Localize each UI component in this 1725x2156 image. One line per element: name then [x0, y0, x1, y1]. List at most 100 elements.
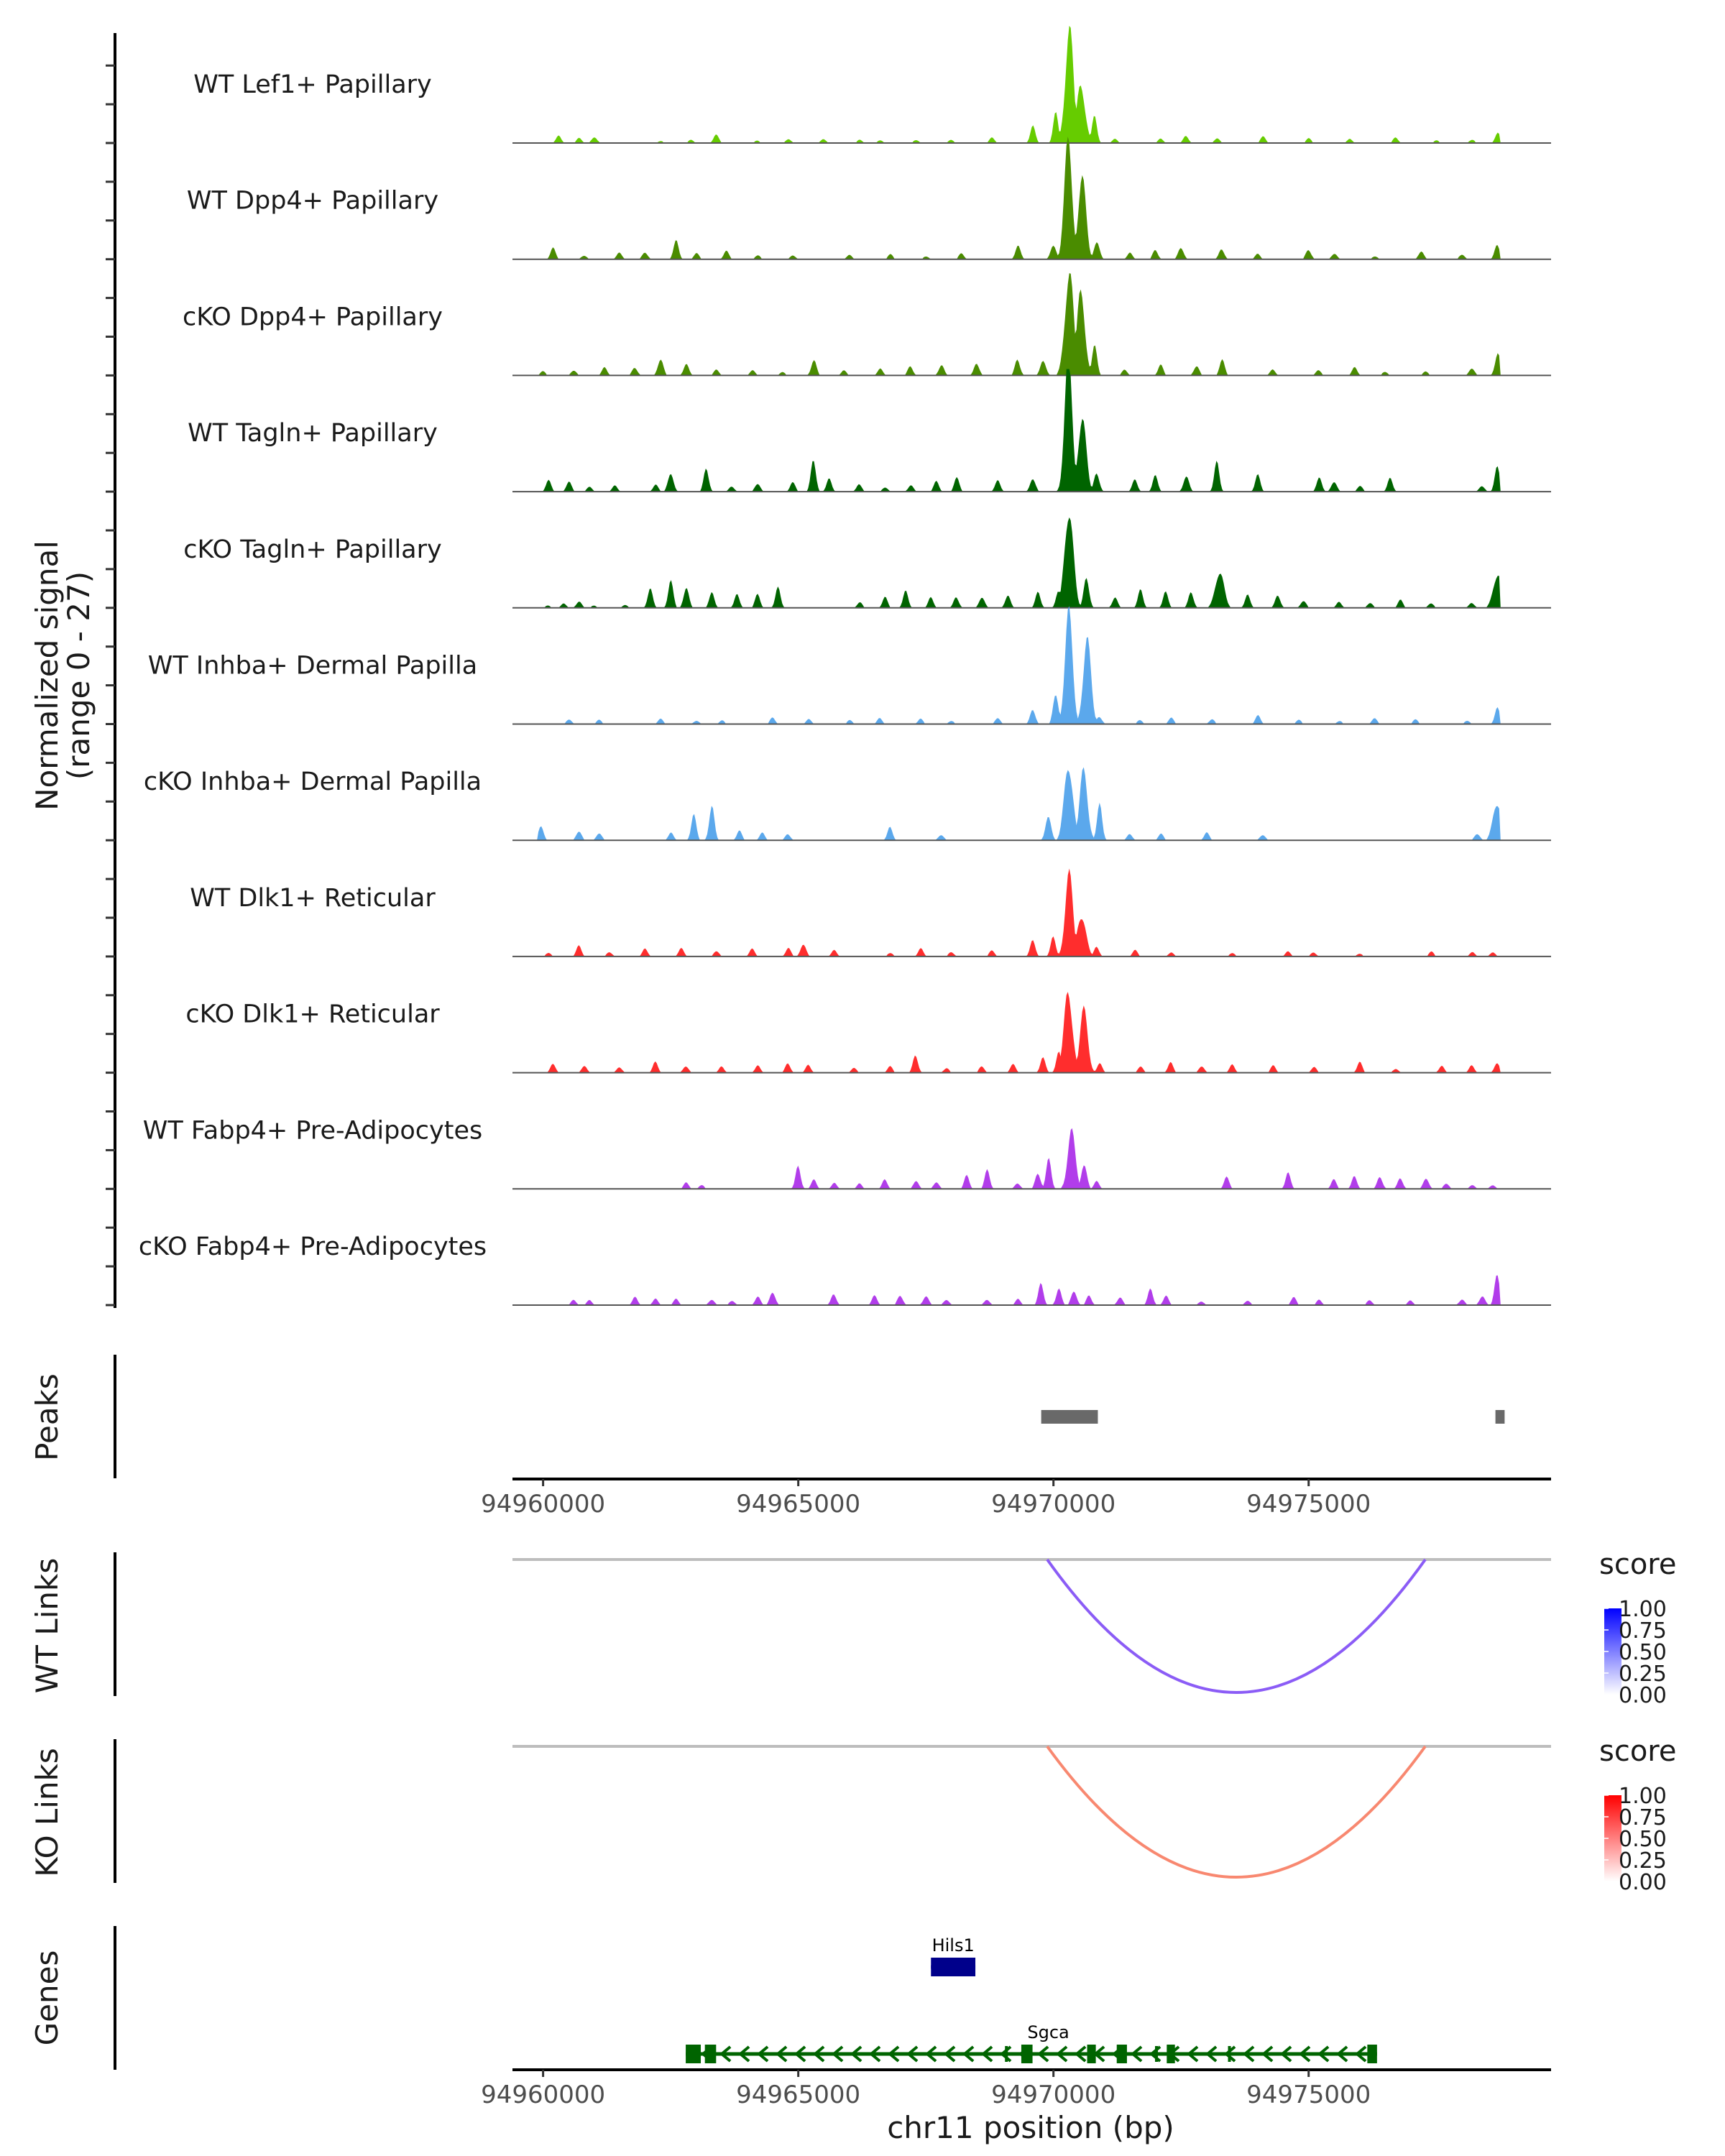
coverage-area	[512, 25, 1551, 144]
score-legend: score 1.000.750.500.250.00	[1599, 1735, 1676, 1895]
coverage-area	[512, 137, 1551, 259]
track-label: cKO Inhba+ Dermal Papilla	[144, 768, 482, 796]
strand-chevron	[737, 2045, 750, 2063]
coverage-area	[512, 1275, 1551, 1305]
x-tick-label: 94960000	[481, 1490, 605, 1519]
coverage-area	[512, 767, 1551, 841]
legend-tick-label: 0.25	[1619, 1848, 1667, 1874]
gene-exon	[1367, 2045, 1377, 2063]
gene-label: Sgca	[1027, 2022, 1069, 2042]
strand-chevron	[1298, 2045, 1311, 2063]
coverage-track: WT Dlk1+ Reticular	[190, 868, 1551, 957]
x-tick-label: 94975000	[1246, 2081, 1371, 2109]
peak-region	[1495, 1410, 1505, 1424]
gene-exon	[1167, 2045, 1175, 2063]
gene-exon	[1228, 2046, 1231, 2062]
strand-chevron	[1354, 2045, 1367, 2063]
strand-chevron	[794, 2045, 806, 2063]
strand-chevron	[1205, 2045, 1218, 2063]
strand-chevron	[962, 2045, 975, 2063]
strand-chevron	[719, 2045, 732, 2063]
track-label: WT Inhba+ Dermal Papilla	[148, 652, 477, 681]
strand-chevron	[943, 2045, 956, 2063]
track-label: WT Fabp4+ Pre-Adipocytes	[143, 1116, 482, 1145]
link-arc	[1046, 1745, 1427, 1879]
strand-chevron	[756, 2045, 769, 2063]
gene-exon	[704, 2045, 717, 2063]
x-tick-label: 94960000	[481, 2081, 605, 2109]
links-panel-label: WT Links	[29, 1558, 65, 1693]
track-label: WT Tagln+ Papillary	[188, 419, 438, 448]
gene-exon	[1154, 2046, 1158, 2062]
coverage-track: WT Dpp4+ Papillary	[187, 137, 1551, 260]
coverage-track: WT Lef1+ Papillary	[193, 25, 1551, 144]
coverage-track: cKO Dlk1+ Reticular	[185, 992, 1551, 1074]
gene-exon	[686, 2045, 702, 2063]
strand-chevron	[1242, 2045, 1255, 2063]
coverage-track: WT Inhba+ Dermal Papilla	[148, 606, 1551, 725]
track-label: cKO Dlk1+ Reticular	[185, 1000, 440, 1029]
coverage-y-axis	[106, 33, 116, 1308]
links-panel-label: KO Links	[29, 1748, 65, 1877]
strand-chevron	[1055, 2045, 1068, 2063]
x-tick-label: 94970000	[991, 2081, 1116, 2109]
legend-tick-label: 1.00	[1619, 1784, 1667, 1809]
gene-exon	[1116, 2045, 1127, 2063]
strand-chevron	[831, 2045, 844, 2063]
strand-chevron	[1130, 2045, 1143, 2063]
legend-tick-label: 0.25	[1619, 1662, 1667, 1687]
track-label: WT Dpp4+ Papillary	[187, 187, 438, 216]
track-label: cKO Fabp4+ Pre-Adipocytes	[139, 1233, 487, 1261]
legend-tick-label: 0.00	[1619, 1870, 1667, 1895]
coverage-area	[512, 868, 1551, 957]
peak-region	[1041, 1410, 1098, 1424]
gene-exon	[931, 1958, 976, 1976]
gene-model: Hils1	[931, 1935, 976, 1976]
strand-chevron	[1223, 2045, 1236, 2063]
legend-tick-label: 0.50	[1619, 1640, 1667, 1665]
coverage-area	[512, 273, 1551, 376]
coverage-area	[512, 369, 1551, 492]
peaks-panel-label: Peaks	[29, 1373, 65, 1461]
gene-label: Hils1	[932, 1935, 975, 1955]
peaks-regions	[1041, 1410, 1505, 1424]
gene-exon	[1021, 2045, 1033, 2063]
y-axis-title-line1: Normalized signal	[29, 540, 65, 811]
strand-chevron	[775, 2045, 788, 2063]
strand-chevron	[1335, 2045, 1348, 2063]
links-panel: KO Links score 1.000.750.500.250.00	[29, 1735, 1676, 1895]
gene-exon	[1005, 2046, 1008, 2062]
strand-chevron	[887, 2045, 900, 2063]
coverage-area	[512, 992, 1551, 1073]
strand-chevron	[1036, 2045, 1049, 2063]
coverage-track: WT Fabp4+ Pre-Adipocytes	[143, 1116, 1551, 1190]
genes-track: Hils1 Sgca	[686, 1935, 1377, 2063]
x-tick-label: 94970000	[991, 1490, 1116, 1519]
peaks-x-axis: 94960000 94965000 94970000 94975000	[481, 1478, 1551, 1519]
legend-tick-label: 1.00	[1619, 1597, 1667, 1622]
coverage-area	[512, 517, 1551, 608]
coverage-track: WT Tagln+ Papillary	[188, 369, 1551, 493]
coverage-tracks: WT Lef1+ Papillary WT Dpp4+ Papillary cKO …	[139, 25, 1551, 1306]
strand-chevron	[906, 2045, 919, 2063]
coverage-area	[512, 1128, 1551, 1189]
coverage-track: cKO Tagln+ Papillary	[183, 517, 1551, 609]
legend-tick-label: 0.50	[1619, 1827, 1667, 1852]
coverage-track: cKO Inhba+ Dermal Papilla	[144, 767, 1551, 842]
strand-chevron	[1186, 2045, 1199, 2063]
legend-tick-label: 0.75	[1619, 1805, 1667, 1830]
strand-chevron	[1074, 2045, 1087, 2063]
score-legend: score 1.000.750.500.250.00	[1599, 1548, 1676, 1708]
track-label: cKO Tagln+ Papillary	[183, 535, 442, 564]
gene-exon	[1087, 2045, 1096, 2063]
coverage-track: cKO Fabp4+ Pre-Adipocytes	[139, 1233, 1551, 1306]
track-label: cKO Dpp4+ Papillary	[183, 303, 443, 331]
strand-chevron	[1261, 2045, 1274, 2063]
x-tick-label: 94975000	[1246, 1490, 1371, 1519]
track-label: WT Lef1+ Papillary	[193, 70, 432, 99]
y-axis-title-line2: (range 0 - 27)	[61, 571, 96, 780]
strand-chevron	[1279, 2045, 1292, 2063]
strand-chevron	[868, 2045, 881, 2063]
